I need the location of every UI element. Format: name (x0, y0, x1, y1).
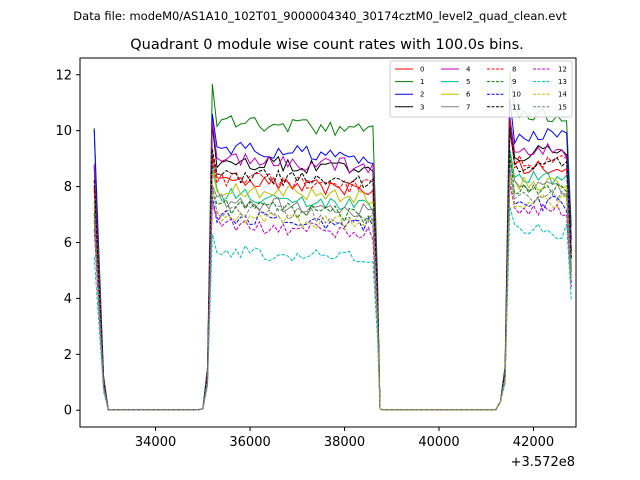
legend-label-15: 15 (558, 103, 567, 111)
series-line-11 (93, 127, 572, 411)
chart-title: Quadrant 0 module wise count rates with … (130, 37, 524, 53)
series-line-4 (93, 116, 572, 411)
x-tick-label: 38000 (324, 435, 365, 450)
series-line-15 (93, 167, 572, 411)
x-tick-label: 40000 (418, 435, 459, 450)
series-layer (93, 70, 572, 411)
y-tick-label: 2 (64, 348, 72, 363)
series-line-0 (93, 130, 572, 411)
series-line-5 (93, 149, 572, 411)
x-axis: 34000 36000 38000 40000 42000 (135, 427, 554, 450)
series-line-10 (93, 171, 572, 411)
y-tick-label: 12 (55, 68, 72, 83)
legend-label-14: 14 (558, 91, 567, 99)
legend-label-11: 11 (512, 103, 521, 111)
legend-label-4: 4 (466, 66, 471, 74)
legend-label-13: 13 (558, 78, 567, 86)
series-line-12 (93, 183, 572, 411)
series-line-6 (93, 157, 572, 411)
y-axis: 0 2 4 6 8 10 12 (55, 68, 80, 419)
series-line-8 (93, 120, 572, 411)
legend-label-8: 8 (512, 66, 516, 74)
y-tick-label: 4 (64, 292, 72, 307)
legend-label-6: 6 (466, 91, 471, 99)
x-tick-label: 34000 (135, 435, 176, 450)
series-line-1 (93, 70, 572, 411)
series-line-9 (93, 153, 572, 411)
x-tick-label: 42000 (513, 435, 554, 450)
y-tick-label: 10 (55, 124, 72, 139)
legend-label-7: 7 (466, 103, 470, 111)
series-line-7 (93, 161, 572, 411)
y-tick-label: 8 (64, 180, 72, 195)
data-file-label: Data file: modeM0/AS1A10_102T01_90000043… (73, 9, 567, 23)
x-tick-label: 36000 (229, 435, 270, 450)
legend-label-5: 5 (466, 78, 470, 86)
legend-label-9: 9 (512, 78, 516, 86)
legend-label-3: 3 (420, 103, 424, 111)
series-line-3 (93, 118, 572, 411)
legend-label-2: 2 (420, 91, 424, 99)
y-tick-label: 0 (64, 404, 72, 419)
legend-label-10: 10 (512, 91, 521, 99)
x-axis-offset-label: +3.572e8 (511, 455, 575, 470)
y-tick-label: 6 (64, 236, 72, 251)
legend-box (389, 60, 573, 118)
series-line-2 (93, 97, 572, 411)
series-line-13 (93, 206, 572, 411)
legend-label-0: 0 (420, 66, 424, 74)
legend-label-12: 12 (558, 66, 567, 74)
legend-label-1: 1 (420, 78, 424, 86)
